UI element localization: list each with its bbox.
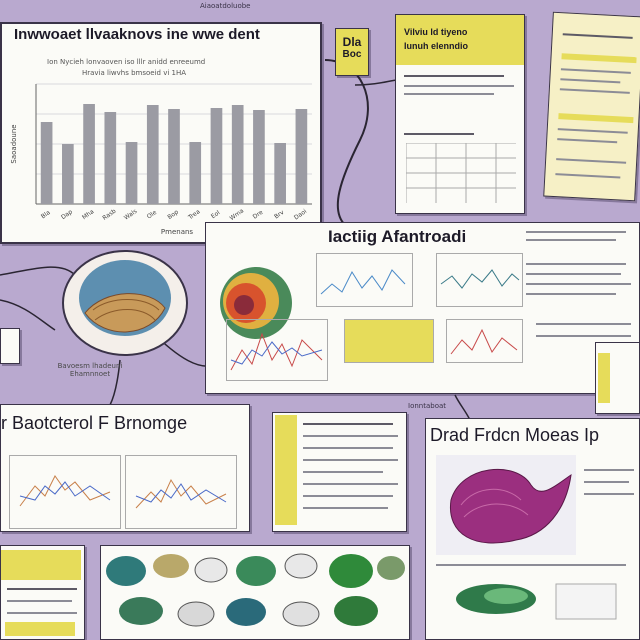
bottom-left-document[interactable] [0, 545, 85, 640]
bacterial-chart-2 [125, 455, 237, 529]
shell-caption-line1: Bavoesm lhadeuni [57, 362, 123, 370]
tag-note: Dla Boc [335, 28, 369, 76]
footer-note-text: Ionntaboat [408, 402, 447, 410]
x-tick-label: Eol [210, 209, 222, 220]
bar [210, 108, 223, 204]
bar [253, 110, 265, 204]
mini-chart-1 [316, 253, 413, 307]
bar [104, 112, 117, 204]
yellow-doc-title-2: Iunuh elenndio [404, 41, 468, 51]
bar [231, 105, 244, 204]
x-axis-label: Pmenans [161, 228, 194, 236]
x-tick-label: Dap [60, 208, 74, 221]
x-tick-label: Brv [273, 209, 286, 221]
bar [295, 109, 308, 204]
bar [189, 142, 202, 204]
bacterial-title: r Baotcterol F Brnomge [1, 413, 188, 433]
top-label: Aiaoatdoluobe [200, 2, 251, 10]
y-axis-label: Saoadoune [10, 124, 18, 163]
shell-illustration [62, 250, 188, 356]
x-tick-label: Daoi [293, 208, 308, 222]
yellow-doc-title: Vilviu ld tiyeno [404, 27, 468, 37]
mini-chart-3 [226, 319, 328, 381]
bar [40, 122, 53, 204]
bacterial-panel[interactable]: r Baotcterol F Brnomge [0, 404, 250, 532]
chart-title: Inwwoaet llvaaknovs ine wwe dent [14, 26, 260, 43]
bar [62, 144, 74, 204]
bar [168, 109, 180, 204]
bar [83, 104, 95, 204]
bacterial-chart-1 [9, 455, 121, 529]
yellow-document[interactable]: Vilviu ld tiyeno Iunuh elenndio [395, 14, 525, 214]
bar [125, 142, 138, 204]
x-tick-label: Wals [123, 208, 139, 222]
chart-subtitle: Ion Nycieh lonvaoven iso lllr anidd enre… [47, 58, 206, 66]
bar [274, 143, 286, 204]
x-tick-label: Bop [166, 208, 180, 220]
x-tick-label: Ole [146, 209, 159, 221]
bar [146, 105, 159, 204]
shell-caption: Bavoesm lhadeuni Ehamnnoet [35, 362, 145, 378]
mini-chart-4 [446, 319, 523, 363]
green-specimen-image [456, 583, 617, 620]
x-tick-label: Bla [40, 209, 52, 220]
specimen-grid [106, 553, 405, 627]
yellow-document-header [396, 15, 524, 65]
x-tick-label: Rasb [101, 208, 117, 222]
chart-subtitle-2: Hravia liwvhs bmsoeid vi 1HA [82, 69, 187, 77]
bar-chart: Bla Dap Mha Rasb Wals Ole Bop Trea Eol Wma Dre Brv D… [10, 83, 312, 236]
specimen-grid-panel[interactable] [100, 545, 410, 640]
section-header: Iactiig Afantroadi [328, 227, 467, 246]
footer-note: Ionntaboat [408, 402, 446, 410]
bar-chart-panel[interactable]: Inwwoaet llvaaknovs ine wwe dent Ion Nyc… [0, 22, 322, 244]
x-tick-label: Trea [186, 208, 201, 222]
x-tick-label: Mha [81, 208, 96, 221]
tag-note-line1: Dla [342, 35, 362, 49]
middle-document[interactable] [272, 412, 407, 532]
shell-caption-line2: Ehamnnoet [69, 370, 111, 378]
x-tick-label: Wma [228, 207, 245, 222]
tilted-document[interactable] [543, 11, 640, 202]
rainbow-disc-image [220, 267, 292, 339]
magenta-title: Drad Frdcn Moeas Ip [430, 425, 600, 445]
x-tick-label: Dre [252, 209, 265, 221]
doc-table [406, 143, 516, 203]
yellow-chart [344, 319, 434, 363]
analysis-panel[interactable]: Iactiig Afantroadi [205, 222, 640, 394]
magenta-specimen-image [436, 455, 576, 555]
mini-chart-2 [436, 253, 523, 307]
small-side-panel [0, 328, 20, 364]
magenta-panel[interactable]: Drad Frdcn Moeas Ip [425, 418, 640, 640]
right-side-panel [595, 342, 640, 414]
tag-note-line2: Boc [342, 49, 362, 60]
